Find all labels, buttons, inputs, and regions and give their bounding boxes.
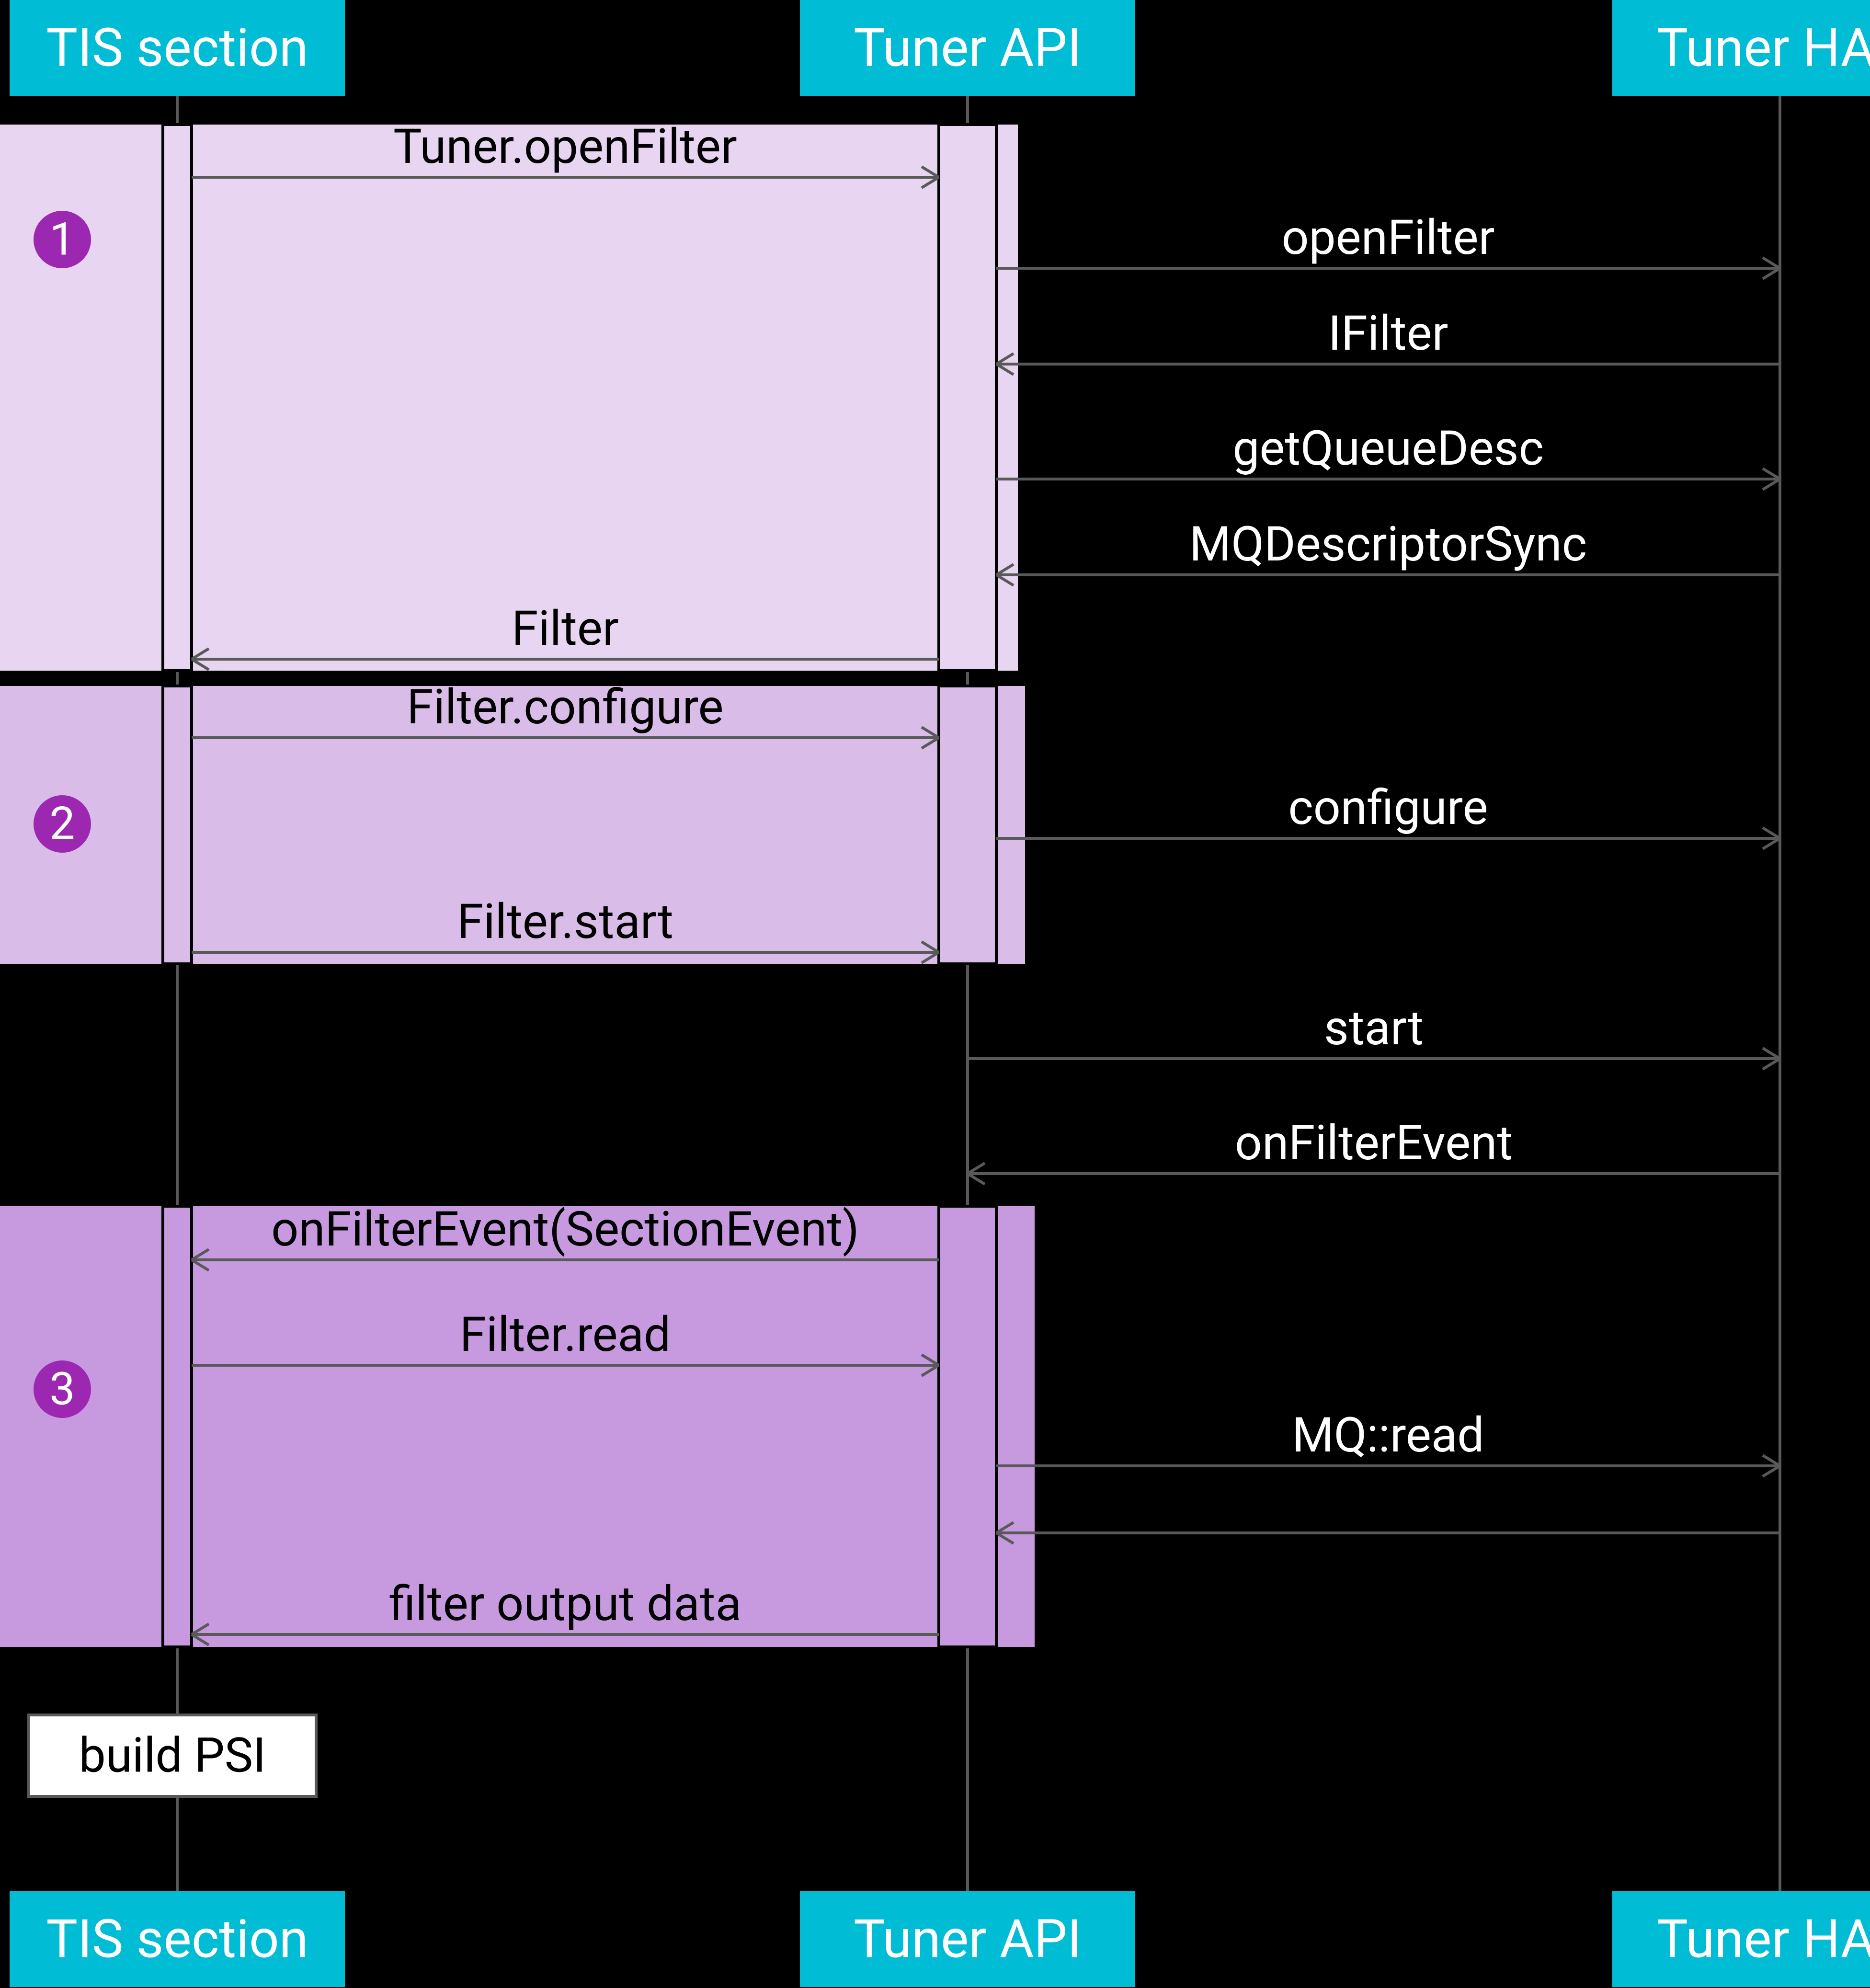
message-label-3: getQueueDesc — [1232, 421, 1544, 477]
phase-badge-label-3: 3 — [49, 1363, 75, 1416]
message-label-15: filter output data — [389, 1576, 741, 1632]
phase-badge-label-1: 1 — [49, 213, 75, 266]
activation-api — [939, 125, 996, 671]
actor-label-hal: Tuner HAL — [1656, 17, 1870, 79]
actor-label-tis: TIS section — [46, 1908, 308, 1970]
message-label-5: Filter — [512, 601, 619, 657]
activation-api — [939, 686, 996, 964]
message-label-1: openFilter — [1282, 210, 1495, 266]
actor-label-hal: Tuner HAL — [1656, 1908, 1870, 1970]
message-label-10: onFilterEvent — [1235, 1115, 1513, 1171]
actor-label-api: Tuner API — [854, 17, 1082, 79]
activation-tis — [163, 125, 192, 671]
message-label-13: MQ::read — [1292, 1407, 1484, 1463]
message-label-6: Filter.configure — [407, 679, 723, 735]
sequence-diagram: 1 2 3 Tuner.openFilter openFilter IFilter getQ… — [0, 0, 1870, 1988]
note-label: build PSI — [79, 1728, 266, 1784]
phase-band-1 — [0, 125, 1018, 671]
message-label-9: start — [1324, 1000, 1424, 1056]
message-label-12: Filter.read — [460, 1307, 671, 1363]
message-label-8: Filter.start — [457, 894, 673, 950]
phase-badge-label-2: 2 — [49, 798, 75, 851]
activation-tis — [163, 686, 192, 964]
actor-label-api: Tuner API — [854, 1908, 1082, 1970]
message-label-11: onFilterEvent(SectionEvent) — [271, 1201, 859, 1257]
message-label-2: IFilter — [1328, 306, 1448, 362]
activation-api — [939, 1206, 996, 1647]
message-label-4: MQDescriptorSync — [1189, 516, 1587, 572]
message-label-0: Tuner.openFilter — [393, 119, 737, 175]
actor-label-tis: TIS section — [46, 17, 308, 79]
message-label-7: configure — [1288, 780, 1488, 836]
activation-tis — [163, 1206, 192, 1647]
